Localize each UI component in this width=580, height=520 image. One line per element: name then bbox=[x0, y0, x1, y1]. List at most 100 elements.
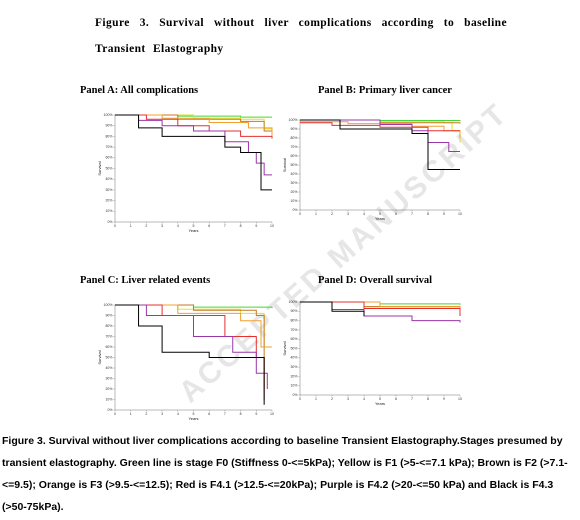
survival-curve bbox=[300, 122, 460, 132]
y-tick-label: 90% bbox=[290, 127, 297, 131]
y-tick-label: 70% bbox=[105, 334, 112, 338]
y-tick-label: 30% bbox=[290, 365, 297, 369]
y-tick-label: 100% bbox=[104, 303, 113, 307]
y-tick-label: 100% bbox=[289, 300, 298, 304]
y-tick-label: 20% bbox=[290, 190, 297, 194]
x-tick-label: 0 bbox=[299, 212, 301, 216]
y-axis-label: Survival bbox=[282, 158, 287, 172]
x-tick-label: 6 bbox=[395, 397, 397, 401]
y-tick-label: 60% bbox=[290, 337, 297, 341]
x-axis-label: Years bbox=[375, 216, 385, 221]
x-tick-label: 4 bbox=[363, 212, 365, 216]
x-tick-label: 3 bbox=[161, 412, 163, 416]
y-axis-label: Survival bbox=[282, 341, 287, 355]
y-tick-label: 90% bbox=[290, 309, 297, 313]
y-tick-label: 10% bbox=[290, 384, 297, 388]
x-tick-label: 7 bbox=[224, 412, 226, 416]
x-tick-label: 1 bbox=[130, 412, 132, 416]
x-tick-label: 7 bbox=[224, 224, 226, 228]
y-tick-label: 80% bbox=[105, 324, 112, 328]
x-axis-label: Years bbox=[375, 401, 385, 406]
y-axis-label: Survival bbox=[97, 350, 102, 364]
y-tick-label: 20% bbox=[105, 387, 112, 391]
y-tick-label: 80% bbox=[290, 319, 297, 323]
survival-curve bbox=[300, 301, 461, 316]
y-tick-label: 10% bbox=[105, 397, 112, 401]
y-tick-label: 0% bbox=[292, 208, 297, 212]
survival-curve bbox=[115, 114, 272, 132]
y-tick-label: 30% bbox=[290, 181, 297, 185]
y-tick-label: 60% bbox=[105, 345, 112, 349]
x-tick-label: 2 bbox=[331, 397, 333, 401]
x-tick-label: 10 bbox=[270, 412, 274, 416]
x-tick-label: 9 bbox=[255, 412, 257, 416]
y-tick-label: 100% bbox=[104, 113, 113, 117]
x-tick-label: 9 bbox=[443, 212, 445, 216]
x-tick-label: 8 bbox=[427, 212, 429, 216]
y-tick-label: 10% bbox=[105, 209, 112, 213]
x-tick-label: 0 bbox=[299, 397, 301, 401]
y-tick-label: 50% bbox=[290, 346, 297, 350]
x-tick-label: 6 bbox=[208, 412, 210, 416]
panel-title: Panel D: Overall survival bbox=[318, 275, 432, 286]
x-tick-label: 10 bbox=[270, 224, 274, 228]
x-tick-label: 1 bbox=[315, 212, 317, 216]
x-tick-label: 3 bbox=[347, 212, 349, 216]
x-tick-label: 6 bbox=[208, 224, 210, 228]
x-tick-label: 1 bbox=[130, 224, 132, 228]
survival-curve bbox=[115, 114, 273, 137]
y-tick-label: 50% bbox=[290, 163, 297, 167]
y-tick-label: 20% bbox=[105, 199, 112, 203]
x-tick-label: 5 bbox=[379, 397, 381, 401]
y-tick-label: 80% bbox=[105, 134, 112, 138]
x-tick-label: 0 bbox=[114, 224, 116, 228]
y-tick-label: 30% bbox=[105, 188, 112, 192]
y-tick-label: 0% bbox=[292, 393, 297, 397]
survival-curve bbox=[115, 114, 273, 139]
y-tick-label: 40% bbox=[290, 356, 297, 360]
x-tick-label: 5 bbox=[379, 212, 381, 216]
y-tick-label: 30% bbox=[105, 376, 112, 380]
x-tick-label: 2 bbox=[145, 412, 147, 416]
x-tick-label: 5 bbox=[193, 412, 195, 416]
x-tick-label: 3 bbox=[161, 224, 163, 228]
survival-curve bbox=[115, 114, 272, 191]
x-tick-label: 4 bbox=[363, 397, 365, 401]
y-tick-label: 70% bbox=[105, 145, 112, 149]
x-tick-label: 0 bbox=[114, 412, 116, 416]
figure-title: Figure 3. Survival without liver complic… bbox=[95, 17, 507, 55]
y-tick-label: 60% bbox=[290, 154, 297, 158]
y-tick-label: 10% bbox=[290, 199, 297, 203]
x-tick-label: 1 bbox=[315, 397, 317, 401]
y-tick-label: 90% bbox=[105, 313, 112, 317]
y-tick-label: 20% bbox=[290, 374, 297, 378]
x-tick-label: 4 bbox=[177, 224, 179, 228]
x-tick-label: 7 bbox=[411, 212, 413, 216]
x-tick-label: 8 bbox=[427, 397, 429, 401]
y-tick-label: 60% bbox=[105, 156, 112, 160]
y-tick-label: 80% bbox=[290, 136, 297, 140]
x-tick-label: 9 bbox=[443, 397, 445, 401]
x-tick-label: 2 bbox=[331, 212, 333, 216]
x-axis-label: Years bbox=[188, 228, 198, 233]
x-tick-label: 2 bbox=[145, 224, 147, 228]
y-tick-label: 0% bbox=[107, 220, 112, 224]
x-tick-label: 10 bbox=[458, 212, 462, 216]
x-tick-label: 8 bbox=[240, 224, 242, 228]
x-tick-label: 8 bbox=[240, 412, 242, 416]
x-tick-label: 3 bbox=[347, 397, 349, 401]
y-tick-label: 0% bbox=[107, 408, 112, 412]
x-axis-label: Years bbox=[188, 416, 198, 421]
panel-title: Panel C: Liver related events bbox=[80, 275, 210, 286]
y-tick-label: 40% bbox=[105, 177, 112, 181]
figure-caption: Figure 3. Survival without liver complic… bbox=[2, 435, 568, 513]
x-tick-label: 5 bbox=[193, 224, 195, 228]
survival-curve bbox=[115, 304, 272, 348]
survival-curve bbox=[115, 304, 265, 389]
y-tick-label: 40% bbox=[105, 366, 112, 370]
panel-title: Panel B: Primary liver cancer bbox=[318, 85, 452, 96]
y-axis-label: Survival bbox=[97, 161, 102, 175]
x-tick-label: 7 bbox=[411, 397, 413, 401]
